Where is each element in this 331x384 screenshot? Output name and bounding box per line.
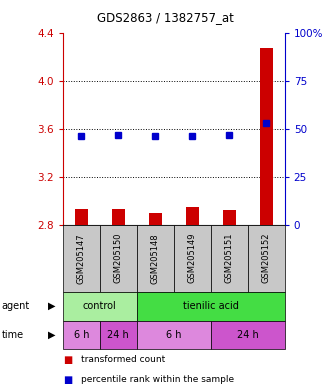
Text: GDS2863 / 1382757_at: GDS2863 / 1382757_at	[97, 11, 234, 24]
Bar	[223, 210, 236, 225]
Text: time: time	[2, 330, 24, 340]
Text: GSM205149: GSM205149	[188, 233, 197, 283]
Text: percentile rank within the sample: percentile rank within the sample	[81, 375, 234, 384]
Text: ■: ■	[63, 355, 72, 365]
Text: ▶: ▶	[48, 330, 55, 340]
Bar	[186, 207, 199, 225]
Text: 24 h: 24 h	[237, 330, 259, 340]
Text: GSM205152: GSM205152	[262, 233, 271, 283]
Text: 6 h: 6 h	[166, 330, 181, 340]
Text: ▶: ▶	[48, 301, 55, 311]
Text: transformed count: transformed count	[81, 355, 166, 364]
Text: agent: agent	[2, 301, 30, 311]
Bar	[260, 48, 273, 225]
Text: GSM205150: GSM205150	[114, 233, 123, 283]
Text: GSM205147: GSM205147	[77, 233, 86, 283]
Text: ■: ■	[63, 375, 72, 384]
Text: 24 h: 24 h	[108, 330, 129, 340]
Text: 6 h: 6 h	[73, 330, 89, 340]
Bar	[112, 209, 125, 225]
Text: tienilic acid: tienilic acid	[183, 301, 239, 311]
Text: control: control	[83, 301, 117, 311]
Bar	[149, 213, 162, 225]
Bar	[75, 209, 88, 225]
Text: GSM205151: GSM205151	[225, 233, 234, 283]
Text: GSM205148: GSM205148	[151, 233, 160, 283]
